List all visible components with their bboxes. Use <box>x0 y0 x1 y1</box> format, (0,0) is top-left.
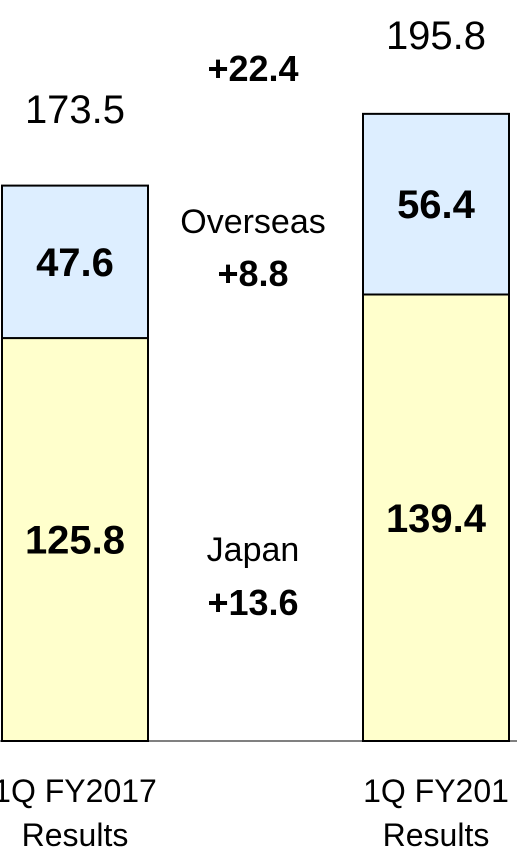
category-label-1: 1Q FY2017 Results <box>0 773 157 853</box>
total-change-annotation: +22.4 <box>207 48 298 89</box>
bars-group: 125.8 47.6 173.5 1Q FY2017 Results 139.4 56.4 1… <box>0 14 510 853</box>
japan-value-label-1: 125.8 <box>25 519 125 563</box>
overseas-value-label-2: 56.4 <box>397 183 476 227</box>
japan-change-annotation: +13.6 <box>207 582 298 623</box>
category-label-2: 1Q FY201 Results <box>363 773 509 853</box>
category-label-line: 1Q FY2017 <box>0 773 157 809</box>
japan-segment-1 <box>1 337 149 742</box>
japan-label: Japan <box>207 531 300 569</box>
overseas-value-label-1: 47.6 <box>36 241 114 285</box>
total-label-2: 195.8 <box>386 14 486 58</box>
overseas-segment-1 <box>1 184 149 340</box>
category-label-line: 1Q FY201 <box>363 773 509 809</box>
overseas-segment-2 <box>362 112 510 296</box>
category-label-line: Results <box>22 817 129 853</box>
japan-value-label-2: 139.4 <box>386 497 487 541</box>
overseas-change-annotation: +8.8 <box>217 253 288 294</box>
category-label-line: Results <box>383 817 490 853</box>
overseas-label: Overseas <box>180 203 326 241</box>
total-label-1: 173.5 <box>25 88 125 132</box>
